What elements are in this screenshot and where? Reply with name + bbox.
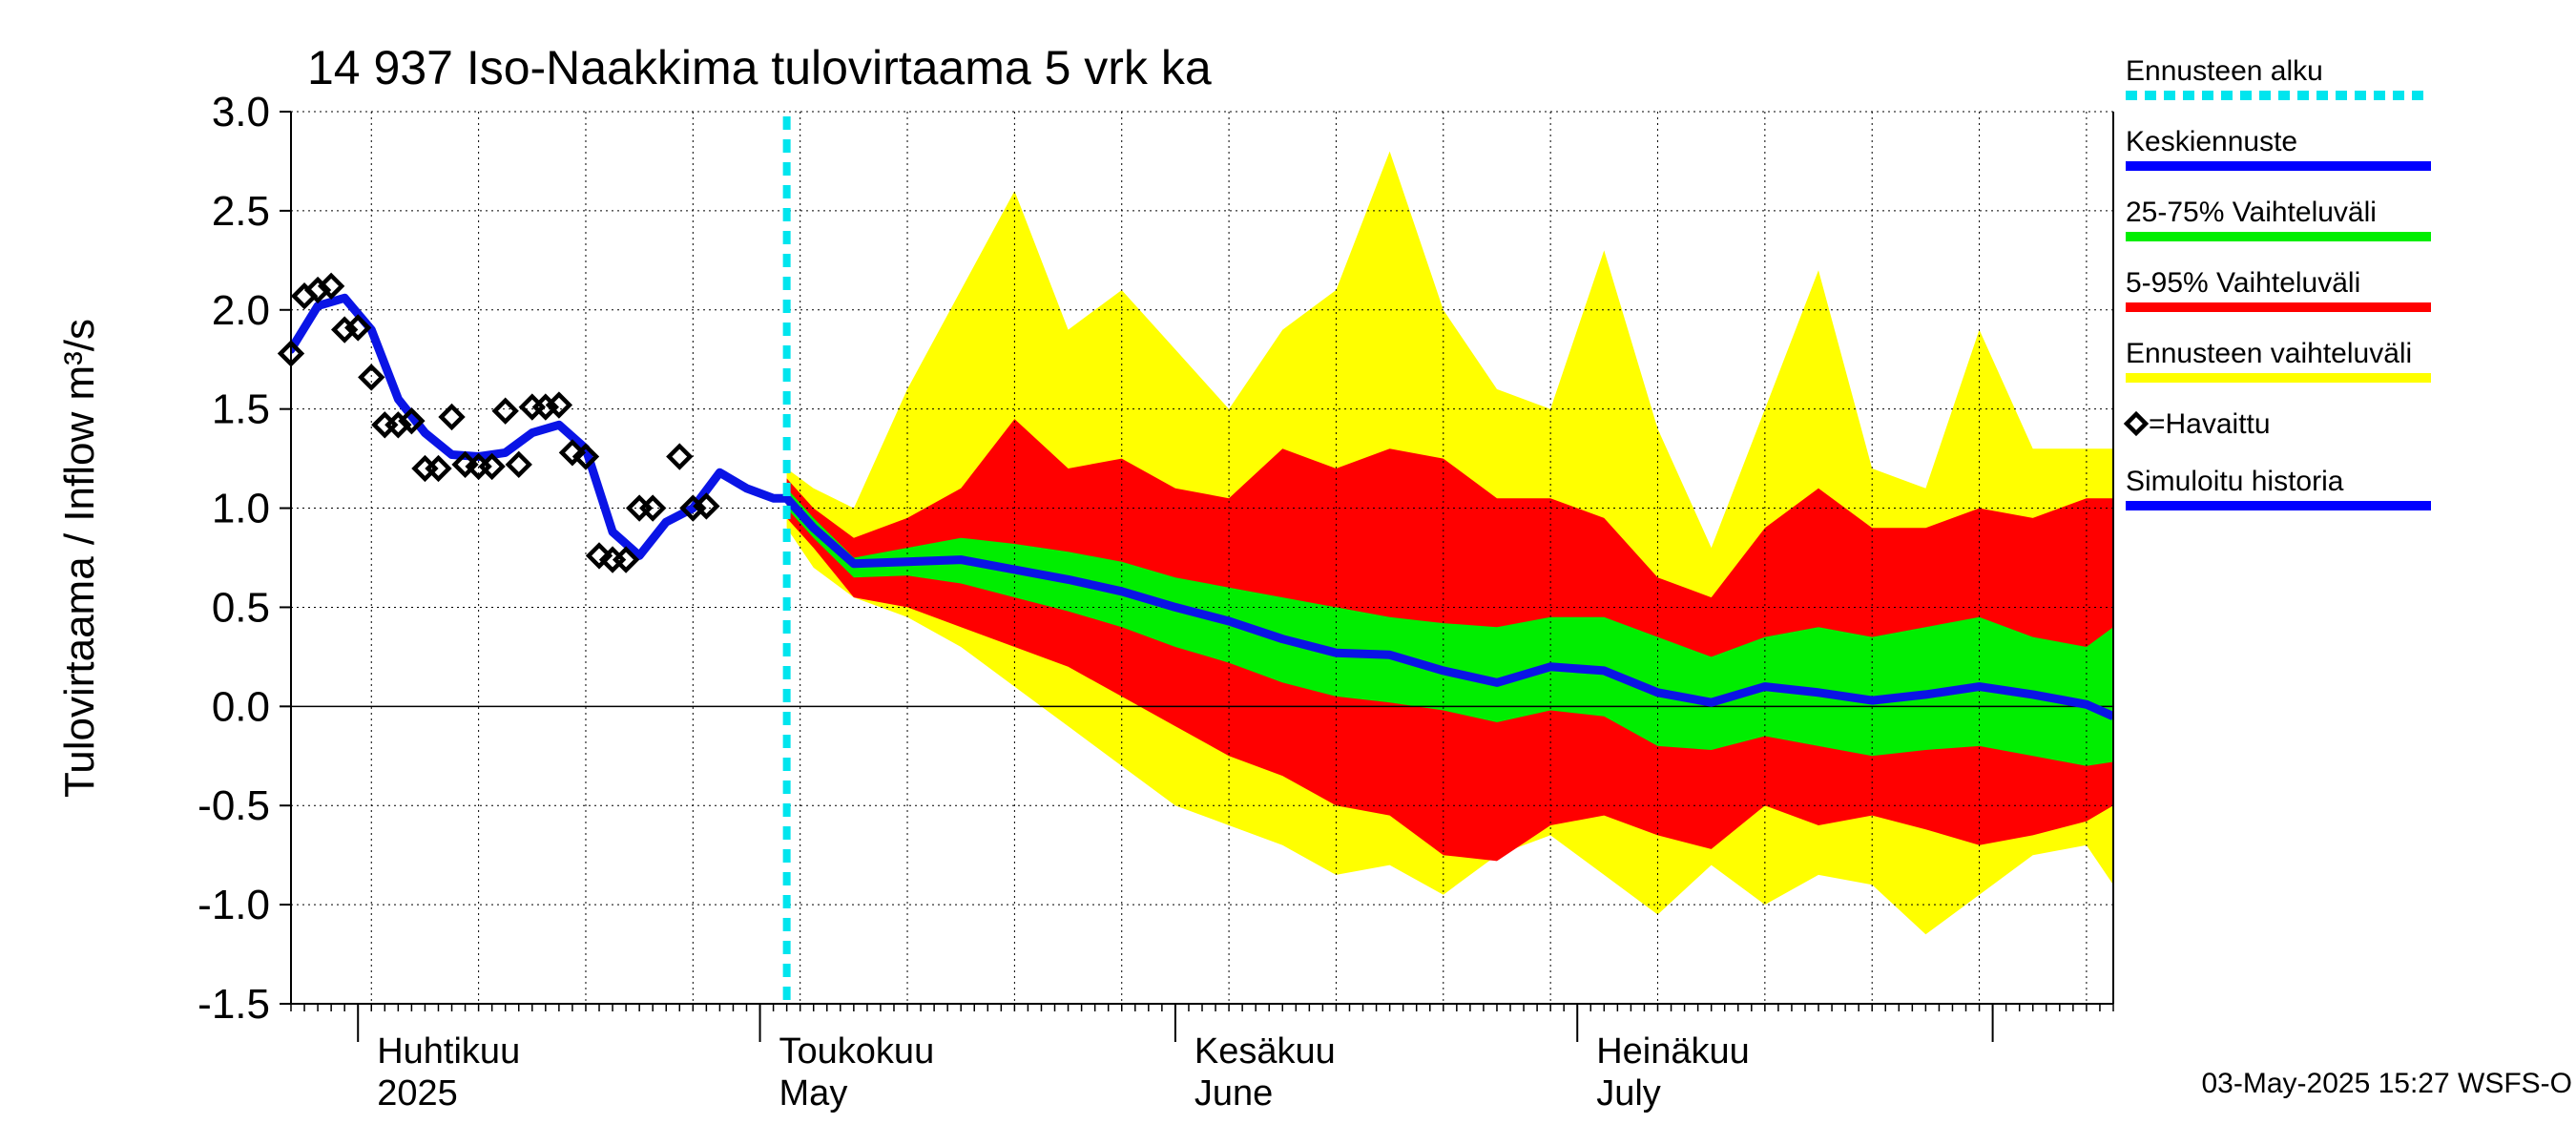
chart-title: 14 937 Iso-Naakkima tulovirtaama 5 vrk k… — [307, 41, 1212, 94]
y-tick-label: 2.5 — [212, 188, 270, 235]
observed-point — [398, 406, 426, 435]
observed-point — [693, 492, 720, 520]
observed-point — [344, 314, 372, 342]
legend-label: =Havaittu — [2149, 408, 2271, 440]
observed-point — [585, 542, 613, 570]
observed-point — [571, 443, 600, 470]
observed-point — [303, 276, 332, 304]
x-month-sublabel: May — [779, 1073, 848, 1114]
y-tick-label: 2.0 — [212, 287, 270, 334]
observed-point — [384, 411, 412, 439]
legend-label: Simuloitu historia — [2126, 466, 2344, 497]
x-month-sublabel: July — [1596, 1073, 1661, 1114]
legend-label: Ennusteen vaihteluväli — [2126, 338, 2412, 369]
x-month-sublabel: June — [1195, 1073, 1273, 1114]
observed-point — [317, 272, 345, 301]
y-tick-label: -1.5 — [197, 981, 270, 1028]
observed-point — [545, 391, 573, 419]
x-month-label: Kesäkuu — [1195, 1031, 1336, 1072]
legend-label: 25-75% Vaihteluväli — [2126, 197, 2377, 228]
y-tick-label: 1.0 — [212, 486, 270, 532]
observed-point — [639, 494, 667, 522]
observed-point — [558, 439, 587, 467]
y-tick-label: 0.0 — [212, 683, 270, 730]
observed-point — [491, 397, 519, 425]
x-month-sublabel: 2025 — [377, 1073, 458, 1114]
x-month-label: Toukokuu — [779, 1031, 935, 1072]
legend-label: 5-95% Vaihteluväli — [2126, 267, 2360, 299]
y-tick-label: 1.5 — [212, 386, 270, 433]
legend-label: Ennusteen alku — [2126, 55, 2323, 87]
legend-label: Keskiennuste — [2126, 126, 2297, 157]
legend-observed-diamond — [2123, 410, 2150, 437]
mean-forecast-line — [783, 495, 2113, 720]
x-month-label: Huhtikuu — [377, 1031, 520, 1072]
timestamp: 03-May-2025 15:27 WSFS-O — [2202, 1068, 2573, 1099]
observed-point — [612, 546, 640, 573]
observed-point — [425, 454, 452, 483]
observed-point — [505, 450, 532, 479]
observed-point — [438, 403, 466, 431]
y-tick-label: 3.0 — [212, 89, 270, 135]
observed-point — [478, 452, 506, 481]
y-tick-label: -0.5 — [197, 782, 270, 829]
y-tick-label: -1.0 — [197, 882, 270, 928]
simulated-history-line — [291, 293, 792, 560]
x-month-label: Heinäkuu — [1596, 1031, 1750, 1072]
observed-point — [666, 443, 694, 470]
band-25-75 — [786, 488, 2113, 766]
y-axis-label: Tulovirtaama / Inflow m³/s — [56, 319, 103, 798]
observed-point — [358, 364, 385, 391]
y-tick-label: 0.5 — [212, 584, 270, 631]
